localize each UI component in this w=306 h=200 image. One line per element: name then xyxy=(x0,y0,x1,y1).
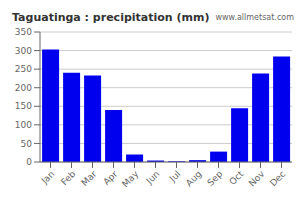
svg-text:250: 250 xyxy=(15,64,32,74)
svg-text:350: 350 xyxy=(15,27,32,37)
svg-text:Jan: Jan xyxy=(39,169,57,187)
svg-text:Jul: Jul xyxy=(167,169,182,184)
svg-text:Aug: Aug xyxy=(184,169,204,189)
svg-text:Dec: Dec xyxy=(268,169,287,188)
html-text:Taguatinga : precipitation (mm: Taguatinga : precipitation (mm) xyxy=(12,10,210,24)
svg-text:Oct: Oct xyxy=(227,169,245,187)
svg-text:May: May xyxy=(120,168,141,189)
svg-text:0: 0 xyxy=(26,157,32,167)
svg-text:Feb: Feb xyxy=(59,169,78,188)
svg-text:50: 50 xyxy=(21,139,33,149)
svg-text:200: 200 xyxy=(15,83,32,93)
svg-text:Apr: Apr xyxy=(101,169,119,187)
svg-text:Jun: Jun xyxy=(144,169,162,187)
svg-text:100: 100 xyxy=(15,120,32,130)
svg-text:Mar: Mar xyxy=(79,169,98,188)
svg-text:300: 300 xyxy=(15,46,32,56)
html-text:www.allmetsat.com: www.allmetsat.com xyxy=(215,12,294,22)
svg-text:Sep: Sep xyxy=(205,169,224,188)
svg-text:Nov: Nov xyxy=(247,168,267,188)
svg-text:150: 150 xyxy=(15,101,32,111)
